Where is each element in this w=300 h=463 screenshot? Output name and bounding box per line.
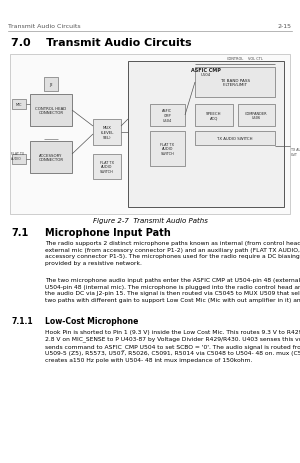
- Text: COMPANDER
U506: COMPANDER U506: [245, 112, 268, 120]
- Text: Microphone Input Path: Microphone Input Path: [45, 227, 171, 238]
- Text: ASFIC CMP: ASFIC CMP: [191, 68, 221, 73]
- Text: The radio supports 2 distinct microphone paths known as internal (from control h: The radio supports 2 distinct microphone…: [45, 240, 300, 265]
- Text: CONTROL: CONTROL: [226, 57, 244, 61]
- Text: FLAT TX
AUDIO
SWITCH: FLAT TX AUDIO SWITCH: [160, 143, 175, 156]
- Text: FLAT TX
AUDIO: FLAT TX AUDIO: [11, 152, 24, 160]
- Text: 2-15: 2-15: [278, 24, 292, 29]
- Text: CONTROL HEAD
CONNECTOR: CONTROL HEAD CONNECTOR: [35, 106, 67, 115]
- Bar: [150, 131, 185, 167]
- Text: 7.1: 7.1: [11, 227, 28, 238]
- Bar: [30, 95, 72, 127]
- Text: TX BAND PASS
FILTER/LIMIT: TX BAND PASS FILTER/LIMIT: [220, 79, 250, 87]
- Text: The two microphone audio input paths enter the ASFIC CMP at U504-pin 48 (externa: The two microphone audio input paths ent…: [45, 277, 300, 302]
- Bar: [12, 155, 26, 165]
- Text: MIC: MIC: [16, 103, 22, 107]
- Text: 7.0    Transmit Audio Circuits: 7.0 Transmit Audio Circuits: [11, 38, 192, 48]
- Text: SPEECH
ACQ: SPEECH ACQ: [206, 112, 222, 120]
- Bar: [93, 120, 121, 146]
- Text: U504: U504: [201, 73, 211, 77]
- Bar: [44, 78, 58, 92]
- Bar: [30, 142, 72, 174]
- Bar: [195, 105, 233, 127]
- Bar: [128, 62, 284, 207]
- Text: VOL CTL: VOL CTL: [248, 57, 262, 61]
- Text: Hook Pin is shorted to Pin 1 (9.3 V) inside the Low Cost Mic. This routes 9.3 V : Hook Pin is shorted to Pin 1 (9.3 V) ins…: [45, 329, 300, 362]
- Text: J2: J2: [49, 83, 53, 87]
- Text: TX AUDIO
OUT: TX AUDIO OUT: [291, 148, 300, 156]
- Bar: [195, 131, 275, 146]
- Text: FLAT TX
AUDIO
SWITCH: FLAT TX AUDIO SWITCH: [100, 161, 114, 174]
- Text: TX AUDIO SWITCH: TX AUDIO SWITCH: [217, 137, 253, 141]
- Text: ACCESSORY
CONNECTOR: ACCESSORY CONNECTOR: [38, 153, 64, 162]
- Bar: [238, 105, 275, 127]
- Text: MUX
(LEVEL
SEL): MUX (LEVEL SEL): [100, 126, 114, 139]
- Bar: [10, 55, 290, 214]
- Text: Low-Cost Microphone: Low-Cost Microphone: [45, 316, 138, 325]
- Text: Figure 2-7  Transmit Audio Paths: Figure 2-7 Transmit Audio Paths: [93, 218, 207, 224]
- Bar: [93, 155, 121, 180]
- Bar: [12, 100, 26, 110]
- Text: ASFIC
CMP
U504: ASFIC CMP U504: [162, 109, 172, 122]
- Bar: [195, 68, 275, 98]
- Text: Transmit Audio Circuits: Transmit Audio Circuits: [8, 24, 81, 29]
- Text: 7.1.1: 7.1.1: [11, 316, 33, 325]
- Bar: [150, 105, 185, 127]
